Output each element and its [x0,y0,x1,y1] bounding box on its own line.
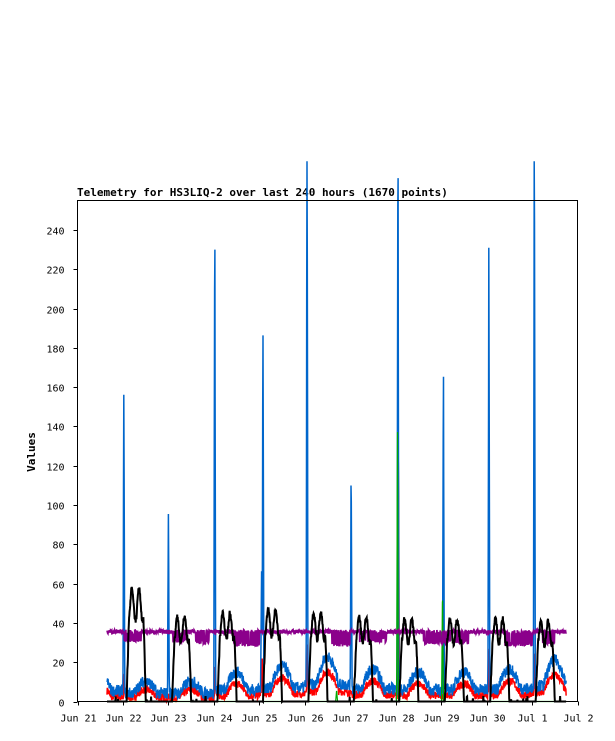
x-tick-label: Jun 27 [332,714,368,725]
plot-frame [77,200,578,702]
x-tick-label: Jun 26 [287,714,323,725]
series-line-red [106,462,567,705]
y-tick-label: 100 [46,502,64,513]
series-layer [106,161,567,705]
y-tick-label: 60 [52,581,64,592]
x-tick-label: Jun 22 [105,714,141,725]
y-tick-label: 40 [52,620,64,631]
y-tick-label: 20 [52,659,64,670]
x-tick-label: Jun 25 [241,714,277,725]
x-tick-label: Jun 21 [60,714,96,725]
series-line-blue [106,161,567,701]
y-axis: 0 20 40 60 80 100 120 140 160 180 200 220 240 [46,227,78,710]
y-tick-label: 240 [46,227,64,238]
x-tick-label: Jun 29 [423,714,459,725]
y-tick-label: 0 [58,699,64,710]
y-tick-label: 180 [46,345,64,356]
y-tick-label: 120 [46,463,64,474]
y-tick-label: 140 [46,423,64,434]
x-tick-label: Jul 2 [563,714,593,725]
y-tick-label: 200 [46,306,64,317]
x-tick-label: Jun 23 [150,714,186,725]
x-tick-label: Jun 24 [196,714,232,725]
x-tick-label: Jun 30 [469,714,505,725]
y-tick-label: 160 [46,384,64,395]
chart-title: Telemetry for HS3LIQ-2 over last 240 hou… [77,186,448,199]
series-line-green [107,432,567,703]
y-axis-label: Values [25,432,38,472]
y-tick-label: 220 [46,266,64,277]
x-tick-label: Jul 1 [517,714,547,725]
y-tick-label: 80 [52,541,64,552]
x-tick-label: Jun 28 [378,714,414,725]
x-axis: Jun 21 Jun 22 Jun 23 Jun 24 Jun 25 Jun 26 Jun … [60,701,594,725]
